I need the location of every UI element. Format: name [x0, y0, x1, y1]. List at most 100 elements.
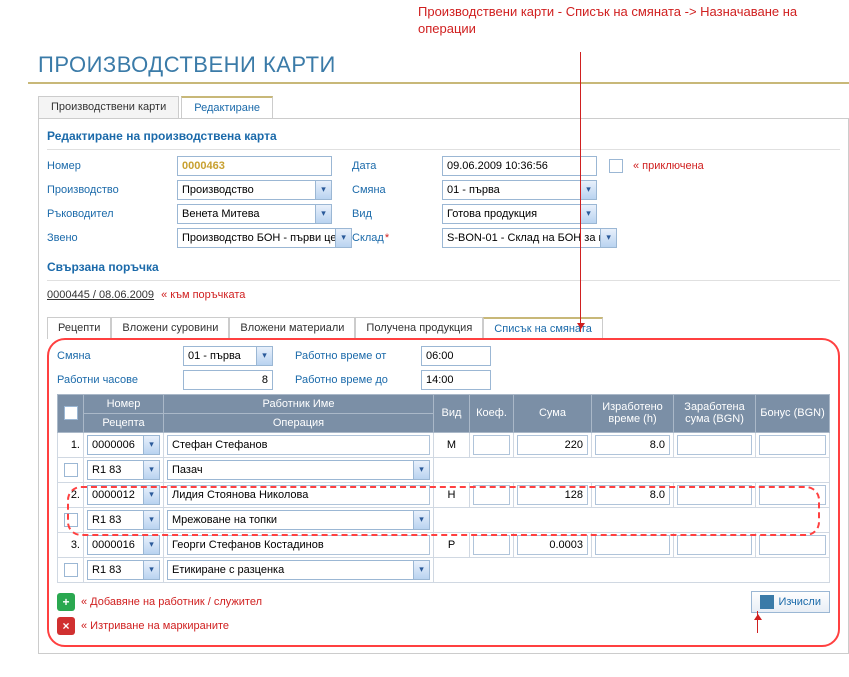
- chevron-down-icon: ▾: [580, 181, 596, 199]
- tab-recipes[interactable]: Рецепти: [47, 317, 111, 339]
- chevron-down-icon: ▾: [143, 511, 159, 529]
- cell-hours[interactable]: [595, 435, 670, 455]
- input-work-hours[interactable]: [183, 370, 273, 390]
- cell-number[interactable]: 0000006▾: [87, 435, 160, 455]
- checkbox-row[interactable]: [64, 463, 78, 477]
- chevron-down-icon: ▾: [413, 461, 429, 479]
- cell-coef[interactable]: [473, 435, 510, 455]
- label-unit: Звено: [47, 232, 177, 244]
- link-to-order[interactable]: « към поръчката: [161, 289, 245, 301]
- checkbox-row[interactable]: [64, 513, 78, 527]
- cell-coef[interactable]: [473, 485, 510, 505]
- select-unit-value: Производство БОН - първи цех: [182, 232, 335, 244]
- input-number[interactable]: [177, 156, 332, 176]
- select-production[interactable]: Производство▾: [177, 180, 332, 200]
- select-shift[interactable]: 01 - първа▾: [442, 180, 597, 200]
- label-production: Производство: [47, 184, 177, 196]
- cell-name[interactable]: [167, 435, 430, 455]
- label-work-to: Работно време до: [295, 374, 415, 386]
- cell-recipe[interactable]: R1 83▾: [87, 460, 160, 480]
- tab-production-cards[interactable]: Производствени карти: [38, 96, 179, 118]
- grid-actions: + « Добавяне на работник / служител Изчи…: [57, 589, 830, 637]
- callout-text: Производствени карти - Списък на смяната…: [0, 0, 849, 46]
- th-recipe: Рецепта: [84, 413, 164, 432]
- select-warehouse-value: S-BON-01 - Склад на БОН за пр: [447, 232, 600, 244]
- cell-name[interactable]: [167, 485, 430, 505]
- label-number: Номер: [47, 160, 177, 172]
- cell-hours[interactable]: [595, 485, 670, 505]
- cell-number[interactable]: 0000012▾: [87, 485, 160, 505]
- cell-hours[interactable]: [595, 535, 670, 555]
- add-icon[interactable]: +: [57, 593, 75, 611]
- cell-earned[interactable]: [677, 435, 752, 455]
- cell-coef[interactable]: [473, 535, 510, 555]
- tab-raw[interactable]: Вложени суровини: [111, 317, 229, 339]
- button-calculate[interactable]: Изчисли: [751, 591, 830, 613]
- edit-panel: Редактиране на производствена карта Номе…: [38, 118, 849, 654]
- chevron-down-icon: ▾: [413, 561, 429, 579]
- chevron-down-icon: ▾: [143, 536, 159, 554]
- cell-sum[interactable]: [517, 535, 588, 555]
- checkbox-all[interactable]: [64, 406, 78, 420]
- cell-type: Н: [434, 482, 470, 507]
- label-work-from: Работно време от: [295, 350, 415, 362]
- th-bonus: Бонус (BGN): [756, 394, 830, 432]
- link-delete-marked[interactable]: « Изтриване на маркираните: [81, 620, 229, 632]
- chevron-down-icon: ▾: [143, 486, 159, 504]
- cell-name[interactable]: [167, 535, 430, 555]
- table-row-sub: R1 83▾ Пазач▾: [58, 457, 830, 482]
- label-shift2: Смяна: [57, 350, 177, 362]
- cell-bonus[interactable]: [759, 435, 826, 455]
- select-warehouse[interactable]: S-BON-01 - Склад на БОН за пр▾: [442, 228, 617, 248]
- select-type[interactable]: Готова продукция ▾: [442, 204, 597, 224]
- th-number: Номер: [84, 394, 164, 413]
- tab-edit[interactable]: Редактиране: [181, 96, 273, 118]
- checkbox-closed[interactable]: [609, 159, 623, 173]
- select-production-value: Производство: [182, 184, 254, 196]
- input-work-from[interactable]: [421, 346, 491, 366]
- row-index: 2.: [58, 482, 84, 507]
- cell-recipe[interactable]: R1 83▾: [87, 510, 160, 530]
- chevron-down-icon: ▾: [143, 561, 159, 579]
- th-earned: Заработена сума (BGN): [674, 394, 756, 432]
- shift-list-panel: Смяна 01 - първа▾ Работно време от Работ…: [47, 338, 840, 647]
- cell-number[interactable]: 0000016▾: [87, 535, 160, 555]
- cell-sum[interactable]: [517, 435, 588, 455]
- checkbox-row[interactable]: [64, 563, 78, 577]
- table-row: 1.0000006▾М: [58, 432, 830, 457]
- cell-operation[interactable]: Етикиране с разценка▾: [167, 560, 430, 580]
- tab-materials[interactable]: Вложени материали: [229, 317, 355, 339]
- chevron-down-icon: ▾: [315, 205, 331, 223]
- cell-bonus[interactable]: [759, 485, 826, 505]
- inner-tabs: Рецепти Вложени суровини Вложени материа…: [47, 317, 840, 339]
- order-link[interactable]: 0000445 / 08.06.2009: [47, 289, 154, 301]
- chevron-down-icon: ▾: [580, 205, 596, 223]
- th-type: Вид: [434, 394, 470, 432]
- cell-recipe[interactable]: R1 83▾: [87, 560, 160, 580]
- cell-operation[interactable]: Мрежоване на топки▾: [167, 510, 430, 530]
- row-index: 1.: [58, 432, 84, 457]
- row-index: 3.: [58, 532, 84, 557]
- chevron-down-icon: ▾: [143, 436, 159, 454]
- cell-bonus[interactable]: [759, 535, 826, 555]
- select-shift2[interactable]: 01 - първа▾: [183, 346, 273, 366]
- link-closed[interactable]: « приключена: [633, 160, 704, 172]
- delete-icon[interactable]: ×: [57, 617, 75, 635]
- tab-products[interactable]: Получена продукция: [355, 317, 483, 339]
- select-type-value: Готова продукция: [447, 208, 537, 220]
- cell-sum[interactable]: [517, 485, 588, 505]
- label-warehouse: Склад: [352, 232, 442, 244]
- chevron-down-icon: ▾: [143, 461, 159, 479]
- cell-earned[interactable]: [677, 535, 752, 555]
- select-unit[interactable]: Производство БОН - първи цех▾: [177, 228, 352, 248]
- input-work-to[interactable]: [421, 370, 491, 390]
- cell-type: Р: [434, 532, 470, 557]
- cell-operation[interactable]: Пазач▾: [167, 460, 430, 480]
- select-manager[interactable]: Венета Митева▾: [177, 204, 332, 224]
- link-add-worker[interactable]: « Добавяне на работник / служител: [81, 596, 262, 608]
- callout-arrow: [580, 52, 581, 332]
- input-date[interactable]: [442, 156, 597, 176]
- cell-earned[interactable]: [677, 485, 752, 505]
- th-coef: Коеф.: [470, 394, 514, 432]
- section-title: Редактиране на производствена карта: [47, 125, 840, 150]
